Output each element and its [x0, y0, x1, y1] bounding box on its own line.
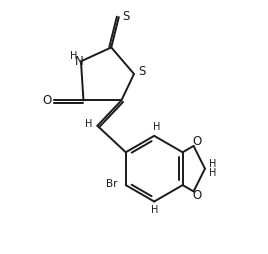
Text: H: H [153, 122, 161, 132]
Text: O: O [42, 94, 51, 107]
Text: H: H [209, 168, 217, 178]
Text: H: H [70, 51, 77, 61]
Text: S: S [123, 10, 130, 23]
Text: O: O [192, 135, 201, 148]
Text: N: N [75, 55, 84, 68]
Text: H: H [209, 159, 217, 169]
Text: H: H [151, 205, 158, 215]
Text: O: O [192, 189, 201, 202]
Text: S: S [138, 65, 145, 78]
Text: H: H [85, 119, 92, 130]
Text: Br: Br [106, 179, 118, 189]
